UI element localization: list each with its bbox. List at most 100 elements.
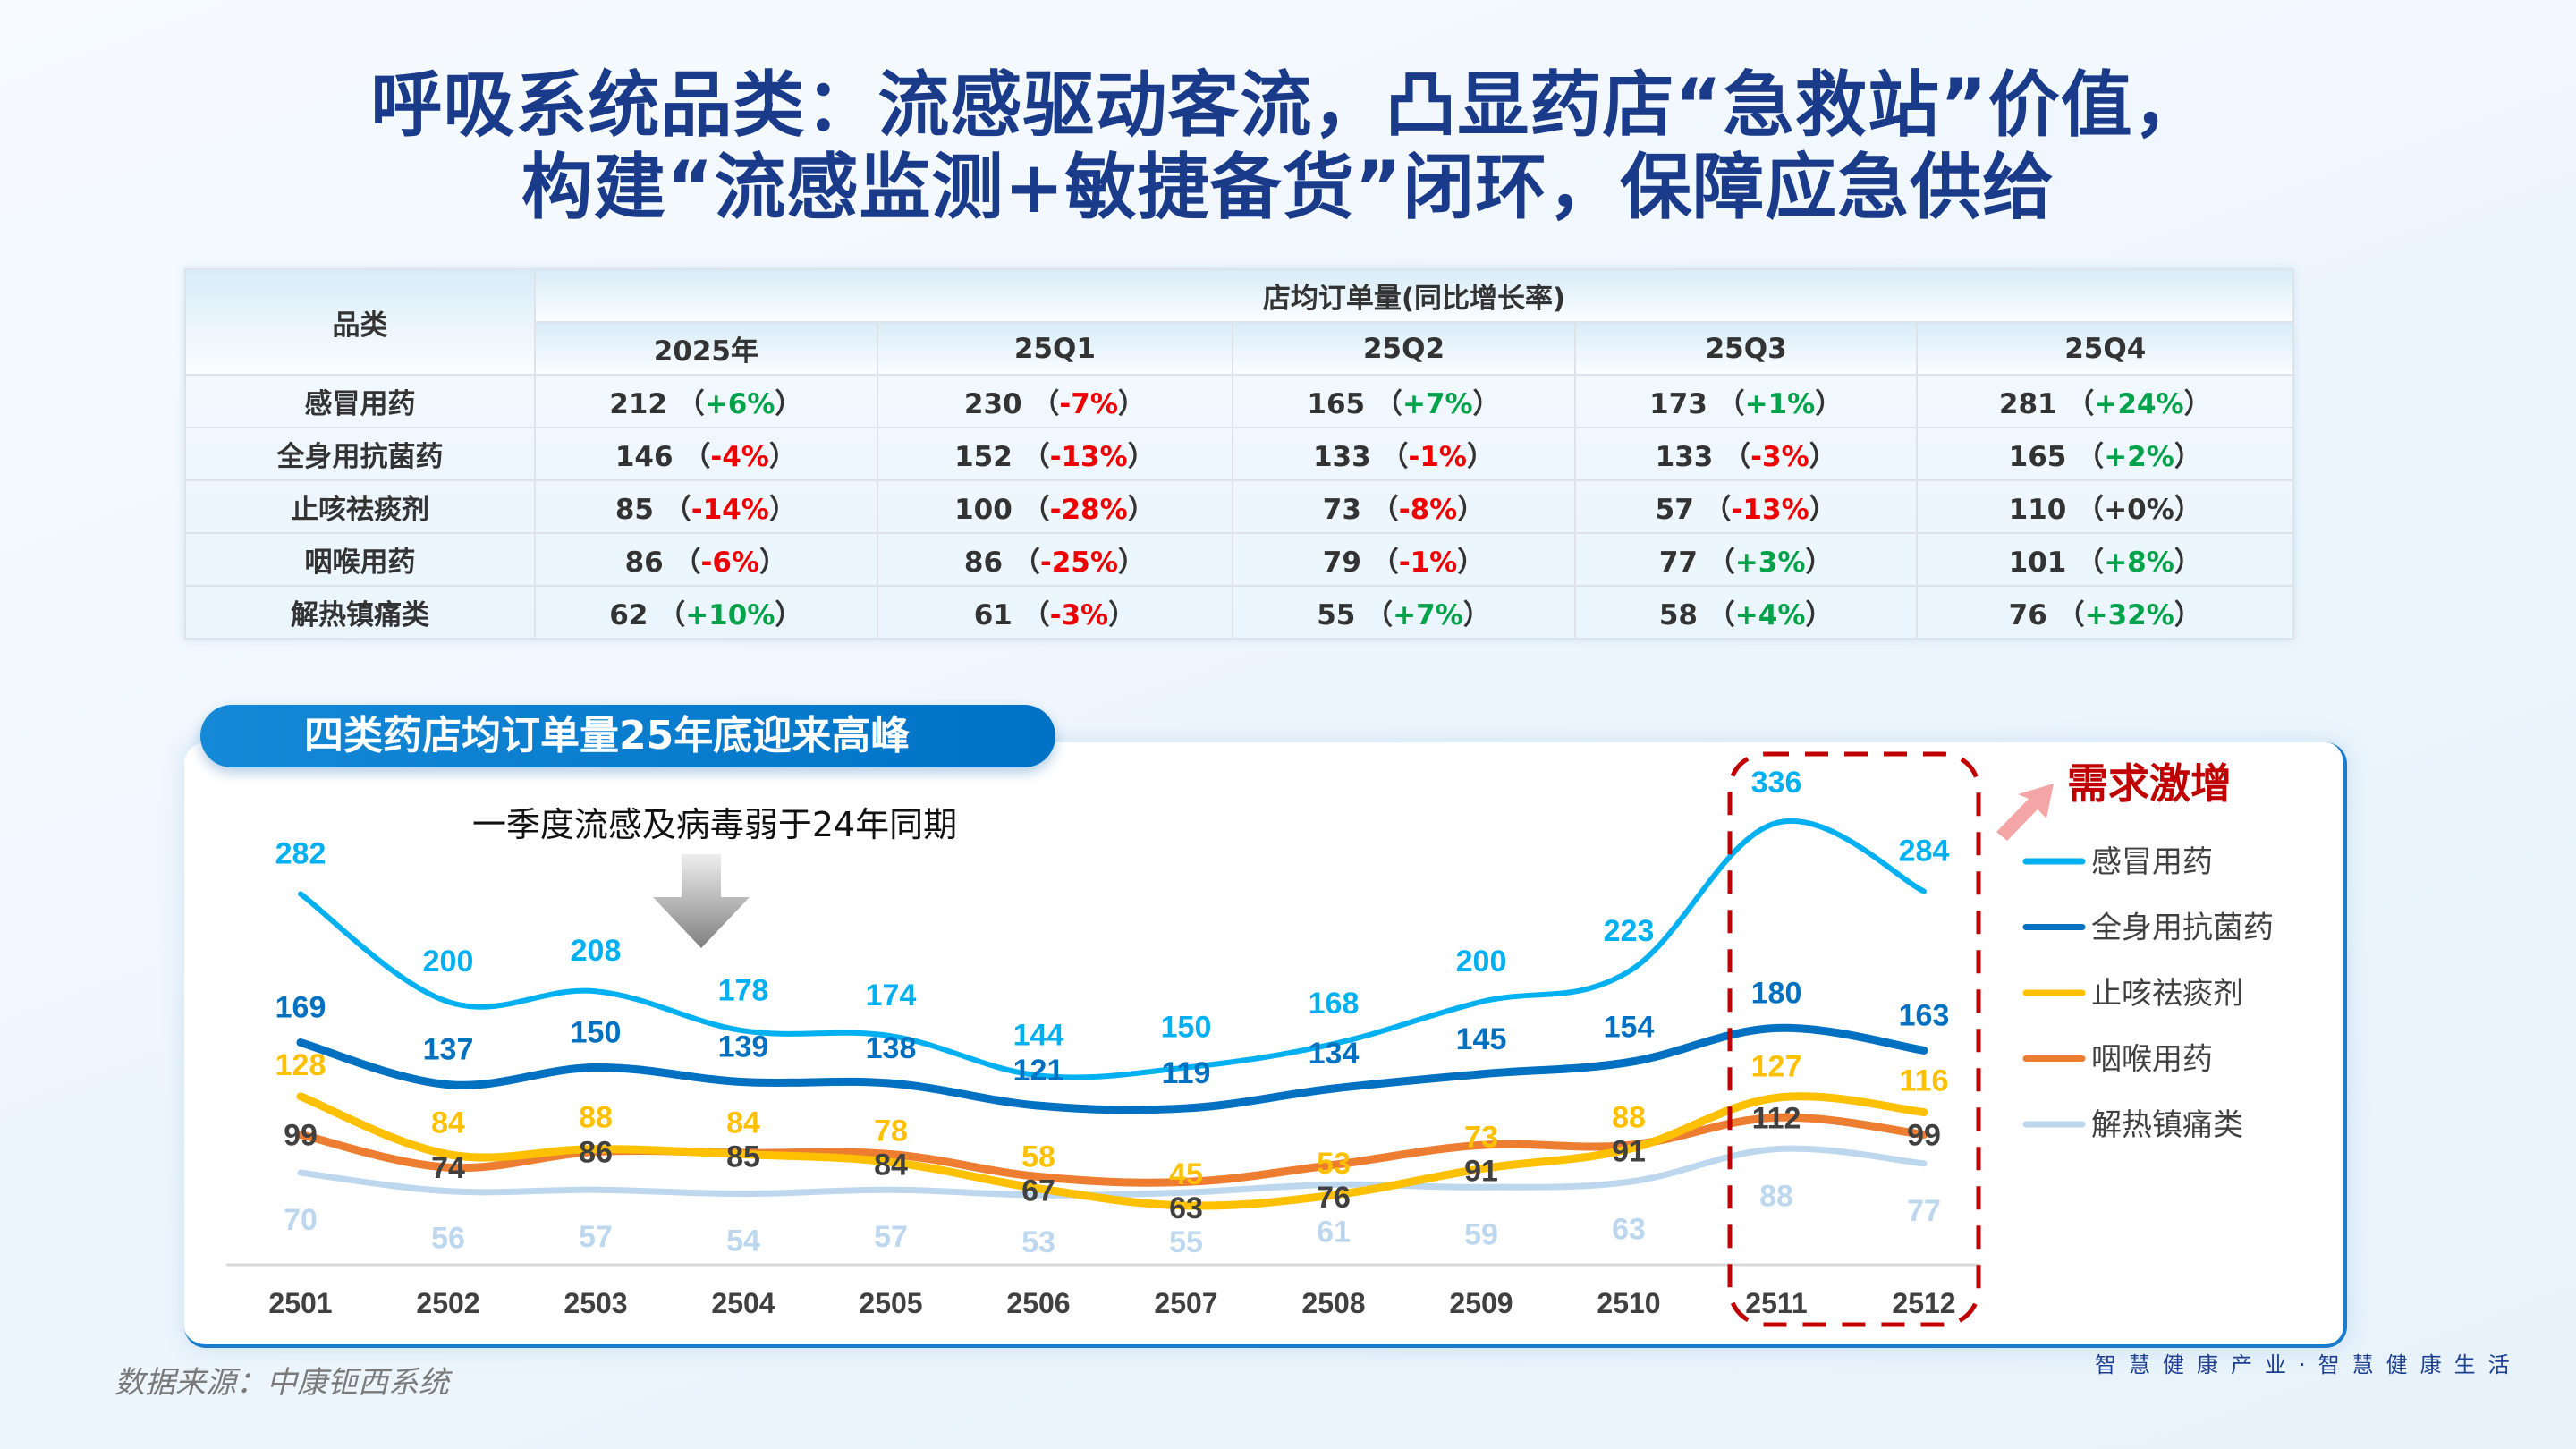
data-label: 282 [275,836,326,870]
table-row: 全身用抗菌药 146 （-4%） 152 （-13%） 133 （-1%） 133 （-… [184,427,2294,481]
cell-value: 101 [2008,547,2067,579]
cell-change: -13% [1731,494,1809,526]
data-label: 57 [874,1220,908,1254]
table-cell: 86 （-25%） [876,532,1234,587]
data-label: 138 [866,1031,917,1065]
cell-value: 165 [2008,441,2067,473]
cell-value: 77 [1658,547,1698,579]
cell-value: 79 [1322,547,1361,579]
row-category: 感冒用药 [184,374,536,428]
cell-value: 165 [1307,388,1366,420]
category-header: 品类 [184,268,536,376]
column-header: 25Q2 [1232,321,1576,376]
x-tick-label: 2508 [1301,1287,1365,1319]
cell-value: 62 [609,599,648,631]
row-category: 全身用抗菌药 [184,427,536,481]
series-line [298,818,1927,1080]
data-label: 139 [718,1030,769,1064]
table-cell: 86 （-6%） [534,532,878,587]
data-label: 58 [1021,1140,1055,1174]
table-cell: 212 （+6%） [534,374,878,428]
data-label: 53 [1317,1147,1351,1181]
arrow-up-right-icon [1996,784,2054,841]
data-label: 200 [1456,945,1507,979]
cell-change: +4% [1734,599,1806,631]
x-tick-label: 2512 [1892,1287,1955,1319]
data-label: 178 [718,973,769,1007]
table-cell: 165 （+2%） [1916,427,2294,481]
table-cell: 61 （-3%） [876,585,1234,640]
data-label: 63 [1612,1212,1646,1246]
data-label: 45 [1169,1157,1203,1191]
legend-label: 解热镇痛类 [2091,1107,2243,1143]
data-label: 88 [579,1101,613,1135]
data-label: 163 [1899,998,1950,1032]
cell-change: -28% [1049,494,1128,526]
group-header: 店均订单量(同比增长率) [534,268,2294,323]
cell-change: +0% [2104,494,2174,526]
row-category: 解热镇痛类 [184,585,536,640]
data-label: 144 [1013,1018,1064,1052]
cell-change: -6% [700,547,760,579]
cell-value: 86 [963,547,1004,579]
data-label: 137 [423,1033,474,1067]
x-tick-label: 2509 [1449,1287,1513,1319]
table-cell: 73 （-8%） [1232,479,1576,534]
data-source: 数据来源：中康钷西系统 [114,1365,449,1401]
data-label: 119 [1162,1056,1211,1090]
cell-change: -13% [1049,441,1128,473]
table-cell: 101 （+8%） [1916,532,2294,587]
cell-value: 110 [2008,494,2067,526]
data-label: 91 [1464,1155,1498,1189]
table-cell: 100 （-28%） [876,479,1234,534]
page-title-line1: 呼吸系统品类：流感驱动客流，凸显药店“急救站”价值， [370,64,2206,147]
cell-change: -3% [1049,599,1109,631]
table-cell: 281 （+24%） [1916,374,2294,428]
data-label: 84 [431,1106,465,1140]
cell-value: 133 [1312,441,1371,473]
table-cell: 230 （-7%） [876,374,1234,428]
column-header-row: 2025年 25Q1 25Q2 25Q3 25Q4 [185,321,2294,376]
data-label: 55 [1169,1225,1203,1259]
arrow-down-icon [653,854,750,948]
cell-change: -8% [1398,494,1458,526]
column-header: 2025年 [534,321,878,376]
table-cell: 62 （+10%） [534,585,878,640]
cell-value: 86 [624,547,664,579]
cell-change: -14% [691,494,769,526]
data-label: 59 [1464,1217,1498,1251]
cell-value: 212 [609,388,667,420]
cell-value: 100 [954,494,1013,526]
series-line [296,1092,1928,1210]
data-label: 180 [1751,976,1802,1010]
table-cell: 77 （+3%） [1573,532,1919,587]
data-label: 99 [284,1118,318,1152]
highlight-label: 需求激增 [2067,759,2232,808]
table-cell: 85 （-14%） [534,479,878,534]
data-label: 174 [866,979,917,1013]
table-cell: 57 （-13%） [1573,479,1919,534]
data-label: 336 [1751,766,1802,800]
cell-change: +7% [1402,388,1473,420]
data-label: 67 [1021,1174,1055,1208]
cell-change: +7% [1393,599,1463,631]
table-cell: 146 （-4%） [534,427,878,481]
column-header: 25Q4 [1916,321,2294,376]
table-row: 咽喉用药 86 （-6%） 86 （-25%） 79 （-1%） 77 （+3%） 101… [184,532,2294,587]
order-volume-table: 品类 店均订单量(同比增长率) 2025年 25Q1 25Q2 25Q3 25Q4 感冒… [184,268,2294,640]
cell-change: -7% [1059,388,1118,420]
cell-change: +32% [2084,599,2174,631]
table-row: 止咳祛痰剂 85 （-14%） 100 （-28%） 73 （-8%） 57 （-13%… [184,479,2294,534]
data-label: 56 [431,1222,465,1256]
cell-change: +3% [1734,547,1806,579]
slogan: 智慧健康产业·智慧健康生活 [2095,1352,2522,1377]
page-title-line2: 构建“流感监测+敏捷备货”闭环，保障应急供给 [521,146,2055,229]
highlight-box [1727,751,1981,1327]
data-label: 61 [1317,1215,1351,1249]
cell-value: 76 [2008,599,2047,631]
data-label: 88 [1612,1101,1646,1135]
data-label: 84 [726,1106,760,1140]
data-label: 128 [275,1048,326,1082]
data-label: 76 [1317,1181,1351,1215]
row-category: 咽喉用药 [184,532,536,587]
